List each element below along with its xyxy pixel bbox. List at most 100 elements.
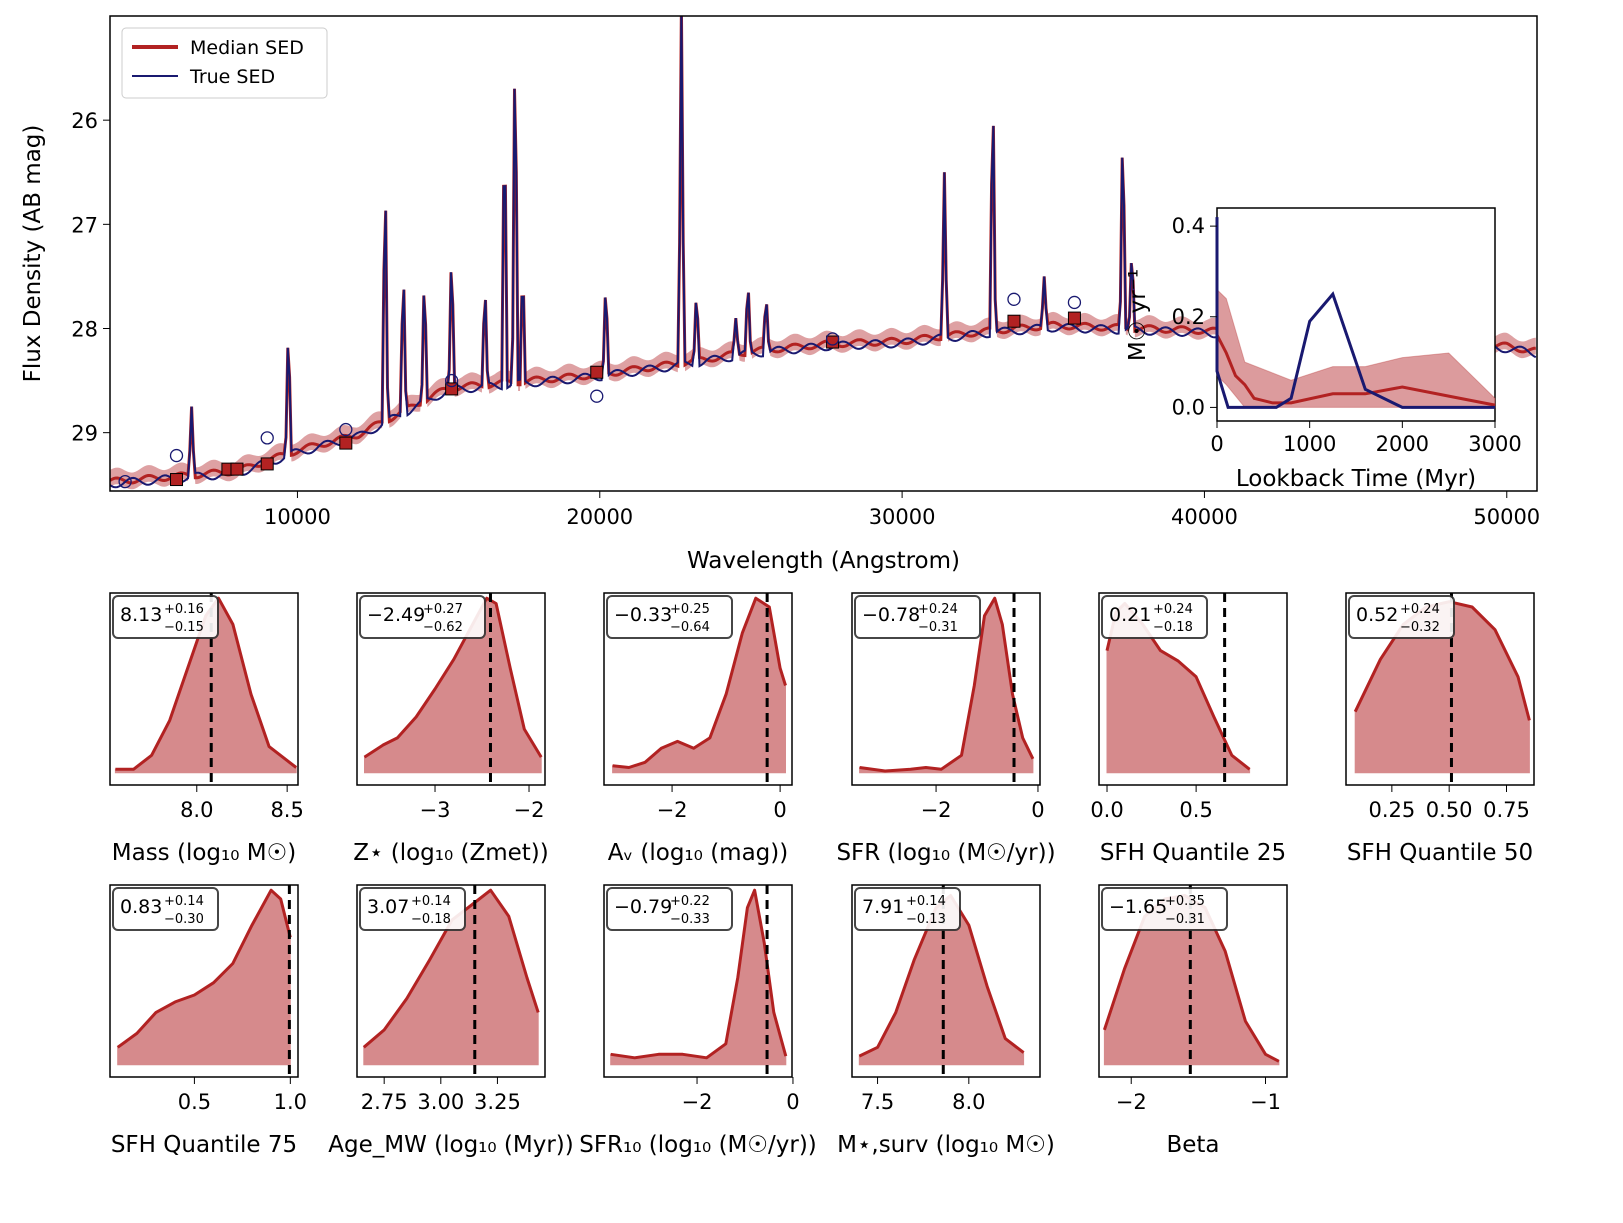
x-tick-label: 0.5 [178,1090,211,1114]
posterior-curve [363,596,543,759]
summary-minus: −0.31 [918,620,958,635]
median-photometry-point [260,457,274,471]
x-tick-label: 30000 [869,505,936,529]
posterior-panel: 0.5 1.0 SFH Quantile 75 0.83 +0.14 −0.30 [109,884,307,1158]
summary-plus: +0.24 [1153,602,1193,617]
summary-plus: +0.14 [906,894,946,909]
summary-minus: −0.18 [411,912,451,927]
summary-value: −1.65 [1109,896,1167,918]
summary-box [112,595,219,639]
summary-box [606,887,733,931]
summary-box [854,887,961,931]
legend-label-median: Median SED [190,37,304,59]
median-photometry-point [170,473,184,487]
legend: Median SED True SED [121,27,328,99]
median-photometry-point [339,436,353,450]
posterior-panel: −2 −1 Beta −1.65+0.35 −0.31 [1098,884,1288,1158]
panel-x-label: Age_MW (log₁₀ (Myr)) [328,1132,574,1158]
x-tick-label: 8.0 [180,798,213,822]
sed-axes-frame [109,15,1538,492]
sed-panel: 10000 20000 30000 40000 5000026272829Wavelen… [20,15,1540,574]
sfh-true-line [1215,217,1495,409]
panel-x-label: Aᵥ (log₁₀ (mag)) [608,840,788,866]
summary-value: 3.07 [367,896,409,918]
summary-plus: +0.16 [164,602,204,617]
x-tick-label: −2 [921,798,952,822]
panel-x-label: SFH Quantile 50 [1347,840,1533,866]
summary-plus: +0.27 [423,602,463,617]
panel-x-label: SFR₁₀ (log₁₀ (M☉/yr)) [579,1132,817,1158]
panel-x-label: Mass (log₁₀ M☉) [112,840,296,866]
summary-minus: −0.15 [164,620,204,635]
x-tick-label: −2 [1116,1090,1147,1114]
posterior-panel: −3 −2 Z⋆ (log₁₀ (Zmet)) −2.49+0.27 −0.62 [353,592,549,866]
sfh-median-band [1216,288,1496,408]
summary-plus: +0.14 [411,894,451,909]
posterior-curve [116,888,292,1049]
panel-x-label: Z⋆ (log₁₀ (Zmet)) [353,840,549,866]
median-photometry-point [590,365,604,379]
inset-x-tick-label: 3000 [1468,432,1521,456]
panel-x-label: Beta [1166,1132,1219,1158]
x-tick-label: 8.5 [270,798,303,822]
summary-value: 8.13 [120,604,162,626]
x-tick-label: 2.75 [361,1090,408,1114]
x-tick-label: −1 [1250,1090,1281,1114]
panel-x-label: SFR (log₁₀ (M☉/yr)) [836,840,1055,866]
summary-value: 7.91 [862,896,904,918]
panel-x-label: M⋆,surv (log₁₀ M☉) [837,1132,1055,1158]
true-photometry-point [1067,295,1082,310]
summary-value: −0.79 [614,896,672,918]
median-photometry-point [1067,311,1081,325]
inset-y-axis-label: M☉ yr⁻¹ [1125,269,1151,361]
sfh-inset: M☉ yr⁻¹ 0 1000 2000 3000 0.0 0.2 0.4 Lookback Ti… [1125,207,1522,492]
y-tick-label: 28 [71,318,98,342]
summary-plus: +0.22 [670,894,710,909]
summary-value: 0.21 [1109,604,1151,626]
legend-label-true: True SED [189,66,275,88]
y-axis-label: Flux Density (AB mag) [20,125,46,383]
x-tick-label: 50000 [1473,505,1540,529]
summary-box [1101,595,1208,639]
inset-y-tick-label: 0.2 [1172,305,1205,329]
x-tick-label: −2 [514,798,545,822]
x-axis-label: Wavelength (Angstrom) [687,548,960,574]
summary-minus: −0.32 [1400,620,1440,635]
x-tick-label: −3 [420,798,451,822]
posterior-curve [610,888,788,1060]
summary-plus: +0.25 [670,602,710,617]
summary-minus: −0.31 [1165,912,1205,927]
true-photometry-point [118,474,132,489]
posterior-panel: 2.75 3.00 3.25 Age_MW (log₁₀ (Myr)) 3.07 +0.1… [328,884,574,1158]
x-tick-label: 0.75 [1483,798,1530,822]
y-tick-label: 26 [71,109,98,133]
inset-x-tick-label: 0 [1210,432,1223,456]
x-tick-label: 1.0 [274,1090,307,1114]
summary-minus: −0.64 [670,620,710,635]
posterior-curve [859,596,1035,773]
summary-box [854,595,981,639]
x-tick-label: 3.00 [417,1090,464,1114]
true-photometry-point [339,422,353,437]
summary-minus: −0.30 [164,912,204,927]
summary-value: 0.52 [1356,604,1398,626]
summary-plus: +0.35 [1165,894,1205,909]
x-tick-label: 8.0 [952,1090,985,1114]
summary-box [112,887,219,931]
summary-box [1348,595,1455,639]
true-photometry-point [444,373,459,388]
summary-plus: +0.14 [164,894,204,909]
posterior-curve [612,596,787,769]
posterior-panel: −2 0 Aᵥ (log₁₀ (mag)) −0.33+0.25 −0.64 [603,592,793,866]
posterior-panel: 0.25 0.50 0.75 SFH Quantile 50 0.52 +0.24 −0.3… [1345,592,1535,866]
x-tick-label: 0.50 [1426,798,1473,822]
true-photometry-point [169,448,184,463]
x-tick-label: 0 [786,1090,799,1114]
summary-box [1101,887,1228,931]
summary-minus: −0.13 [906,912,946,927]
x-tick-label: −2 [682,1090,713,1114]
summary-box [606,595,733,639]
summary-box [359,887,466,931]
summary-plus: +0.24 [918,602,958,617]
